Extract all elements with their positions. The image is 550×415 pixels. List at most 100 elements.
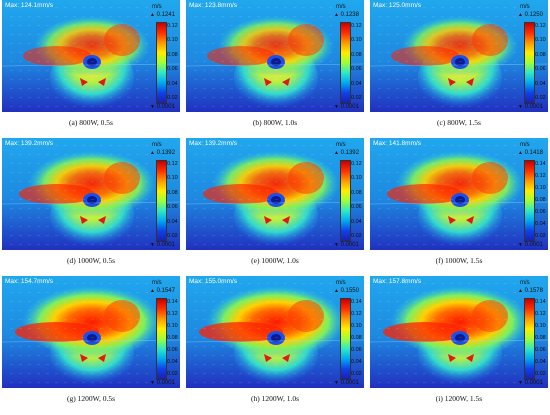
colorbar-tick: 0.10	[535, 323, 546, 329]
colorbar-max-value: 0.1418	[524, 150, 543, 156]
colorbar-tick: 0.06	[535, 347, 546, 353]
colorbar-tick: 0.06	[351, 204, 362, 211]
colorbar-ticks: 0.12 0.10 0.08 0.06 0.04 0.02	[351, 160, 364, 240]
colorbar-tick: 0.12	[535, 311, 546, 317]
velocity-contour	[370, 0, 548, 112]
colorbar-tick: 0.04	[351, 80, 362, 87]
max-velocity-label: Max: 123.8mm/s	[189, 2, 238, 9]
colorbar-max: ▲ 0.1392	[150, 150, 175, 156]
velocity-contour	[370, 276, 548, 388]
colorbar-tick: 0.14	[351, 299, 362, 305]
max-velocity-label: Max: 154.7mm/s	[5, 278, 54, 285]
colorbar-tick: 0.06	[167, 66, 178, 73]
colorbar-max: ▲ 0.1392	[334, 150, 359, 156]
colorbar-min-value: 0.0001	[524, 104, 543, 110]
panel-caption: (h) 1200W, 1.0s	[250, 394, 300, 403]
velocity-field-image: Max: 155.0mm/s m/s ▲ 0.1550 0.14 0.12 0.10 0.0…	[186, 276, 364, 388]
colorbar-max-value: 0.1241	[156, 12, 175, 18]
colorbar-tick: 0.14	[535, 299, 546, 305]
velocity-field-image: Max: 123.8mm/s m/s ▲ 0.1238 0.12 0.10 0.08 0.0…	[186, 0, 364, 112]
velocity-contour	[2, 0, 180, 112]
colorbar-max: ▲ 0.1241	[150, 12, 175, 18]
colorbar-tick: 0.10	[167, 175, 178, 182]
colorbar-min: ▼ 0.0001	[518, 104, 543, 110]
colorbar-tick: 0.04	[351, 218, 362, 225]
colorbar-tick: 0.12	[167, 23, 178, 29]
panel-caption: (b) 800W, 1.0s	[252, 118, 298, 127]
colorbar-tick: 0.10	[167, 37, 178, 44]
velocity-contour	[370, 138, 548, 250]
colorbar-tick: 0.12	[351, 23, 362, 29]
colorbar-tick: 0.04	[167, 218, 178, 225]
colorbar	[340, 298, 351, 380]
colorbar-min-value: 0.0001	[156, 380, 175, 386]
colorbar-tick: 0.10	[535, 185, 546, 191]
colorbar-tick: 0.08	[167, 51, 178, 58]
colorbar-min: ▼ 0.0001	[334, 104, 359, 110]
velocity-contour	[186, 0, 364, 112]
colorbar	[524, 298, 535, 380]
colorbar-max: ▲ 0.1547	[150, 288, 175, 294]
colorbar-max-value: 0.1578	[524, 288, 543, 294]
colorbar-max: ▲ 0.1418	[518, 150, 543, 156]
colorbar-max-value: 0.1250	[524, 12, 543, 18]
colorbar-max: ▲ 0.1550	[334, 288, 359, 294]
colorbar-tick: 0.08	[167, 335, 178, 341]
colorbar-tick: 0.08	[351, 189, 362, 196]
colorbar-ticks: 0.14 0.12 0.10 0.08 0.06 0.04 0.02	[167, 298, 180, 378]
velocity-field-image: Max: 154.7mm/s m/s ▲ 0.1547 0.14 0.12 0.10 0.0…	[2, 276, 180, 388]
colorbar-tick: 0.06	[167, 347, 178, 353]
colorbar-min-value: 0.0001	[340, 242, 359, 248]
colorbar-tick: 0.14	[535, 161, 546, 167]
colorbar-unit: m/s	[520, 4, 530, 10]
max-velocity-label: Max: 141.8mm/s	[373, 140, 422, 147]
colorbar-max-value: 0.1547	[156, 288, 175, 294]
colorbar-tick: 0.08	[535, 51, 546, 58]
colorbar-tick: 0.12	[535, 23, 546, 29]
panel-caption: (f) 1000W, 1.5s	[435, 256, 483, 265]
colorbar-min: ▼ 0.0001	[334, 242, 359, 248]
colorbar-tick: 0.02	[535, 371, 546, 377]
colorbar-ticks: 0.12 0.10 0.08 0.06 0.04 0.02	[167, 22, 180, 102]
colorbar-tick: 0.02	[167, 371, 178, 377]
colorbar-unit: m/s	[336, 280, 346, 286]
colorbar-unit: m/s	[152, 142, 162, 148]
colorbar-ticks: 0.12 0.10 0.08 0.06 0.04 0.02	[351, 22, 364, 102]
colorbar-tick: 0.06	[535, 209, 546, 215]
colorbar-min-value: 0.0001	[524, 242, 543, 248]
colorbar-tick: 0.06	[167, 204, 178, 211]
colorbar	[156, 22, 167, 104]
colorbar-tick: 0.08	[535, 335, 546, 341]
panel-caption: (a) 800W, 0.5s	[69, 118, 113, 127]
colorbar-min: ▼ 0.0001	[150, 104, 175, 110]
max-velocity-label: Max: 157.8mm/s	[373, 278, 422, 285]
colorbar-unit: m/s	[336, 142, 346, 148]
panel-caption: (i) 1200W, 1.5s	[435, 394, 483, 403]
max-velocity-label: Max: 125.0mm/s	[373, 2, 422, 9]
velocity-contour	[2, 276, 180, 388]
panel-caption: (g) 1200W, 0.5s	[66, 394, 116, 403]
colorbar-min-value: 0.0001	[524, 380, 543, 386]
colorbar-tick: 0.08	[351, 335, 362, 341]
velocity-contour	[186, 276, 364, 388]
colorbar-tick: 0.08	[535, 197, 546, 203]
colorbar-tick: 0.10	[351, 175, 362, 182]
velocity-field-image: Max: 157.8mm/s m/s ▲ 0.1578 0.14 0.12 0.10 0.0…	[370, 276, 548, 388]
colorbar-max: ▲ 0.1578	[518, 288, 543, 294]
colorbar-tick: 0.12	[351, 311, 362, 317]
max-velocity-label: Max: 155.0mm/s	[189, 278, 238, 285]
colorbar-min: ▼ 0.0001	[518, 242, 543, 248]
colorbar-min-value: 0.0001	[156, 104, 175, 110]
colorbar-tick: 0.10	[351, 323, 362, 329]
colorbar-tick: 0.08	[167, 189, 178, 196]
colorbar-tick: 0.04	[535, 80, 546, 87]
colorbar-tick: 0.02	[535, 233, 546, 239]
colorbar-min-value: 0.0001	[156, 242, 175, 248]
velocity-contour	[186, 138, 364, 250]
colorbar-min-value: 0.0001	[340, 104, 359, 110]
colorbar	[524, 22, 535, 104]
colorbar-max: ▲ 0.1238	[334, 12, 359, 18]
velocity-field-image: Max: 139.2mm/s m/s ▲ 0.1392 0.12 0.10 0.08 0.0…	[2, 138, 180, 250]
colorbar	[340, 22, 351, 104]
